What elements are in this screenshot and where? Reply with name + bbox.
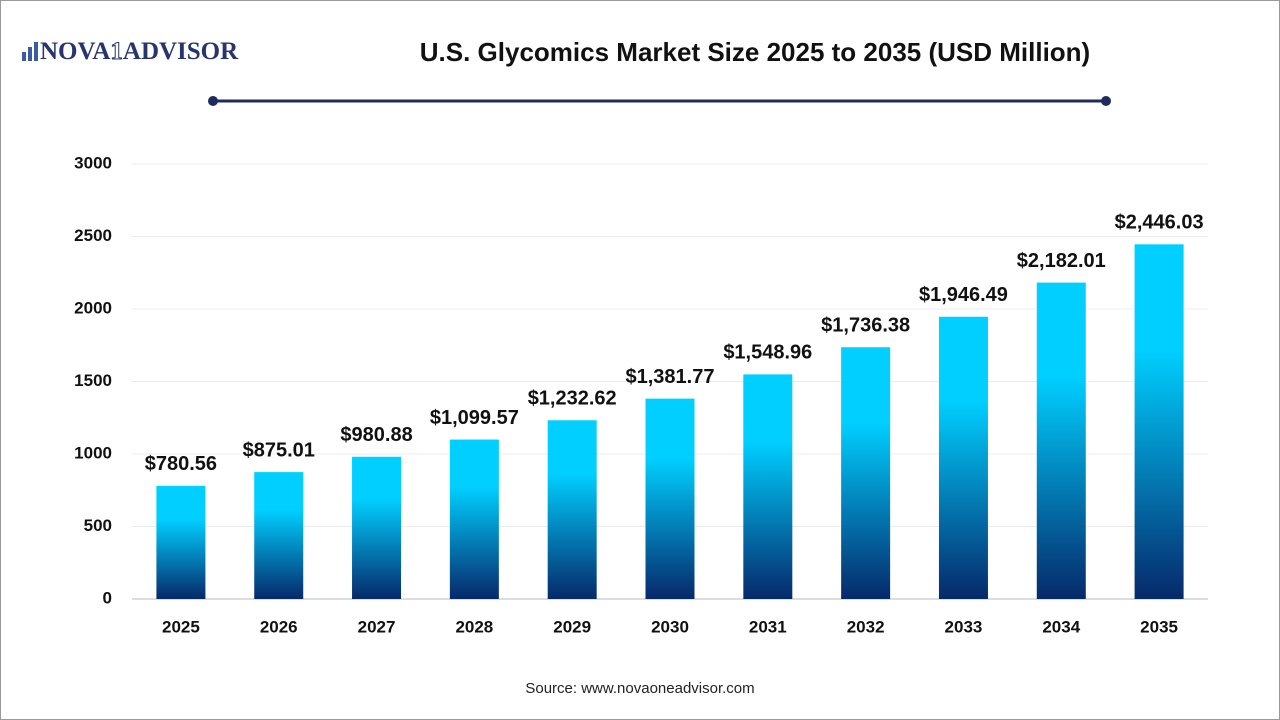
- x-tick-label: 2032: [847, 617, 885, 636]
- bar: [156, 485, 206, 599]
- value-label: $2,182.01: [1017, 250, 1106, 272]
- y-tick-label: 2000: [74, 298, 112, 317]
- value-label: $1,736.38: [821, 315, 910, 337]
- x-tick-label: 2028: [455, 617, 493, 636]
- bar: [938, 316, 988, 599]
- value-label: $980.88: [340, 424, 412, 446]
- logo-text: NOVA1ADVISOR: [40, 38, 239, 65]
- value-label: $780.56: [145, 453, 217, 475]
- value-label: $1,099.57: [430, 407, 519, 429]
- x-tick-label: 2030: [651, 617, 689, 636]
- logo: NOVA1ADVISOR: [22, 37, 239, 65]
- value-label: $1,548.96: [723, 342, 812, 364]
- rule-dot: [1101, 96, 1111, 106]
- x-tick-label: 2031: [749, 617, 787, 636]
- logo-icon: [22, 52, 26, 61]
- bar: [743, 374, 793, 599]
- x-tick-label: 2035: [1140, 617, 1178, 636]
- x-tick-label: 2029: [553, 617, 591, 636]
- y-tick-label: 1000: [74, 443, 112, 462]
- bar: [352, 456, 402, 599]
- bar: [645, 398, 695, 599]
- value-label: $1,946.49: [919, 284, 1008, 306]
- y-tick-label: 3000: [74, 153, 112, 172]
- logo-icon: [28, 47, 32, 61]
- rule-dot: [208, 96, 218, 106]
- value-label: $1,381.77: [626, 366, 715, 388]
- bar: [1036, 282, 1086, 599]
- logo-left: NOVA: [40, 38, 110, 65]
- value-label: $875.01: [243, 439, 315, 461]
- logo-icon: [34, 42, 38, 61]
- bar: [841, 347, 891, 599]
- chart-title: U.S. Glycomics Market Size 2025 to 2035 …: [420, 37, 1090, 67]
- bar: [254, 472, 304, 599]
- y-tick-label: 500: [84, 516, 112, 535]
- y-tick-label: 2500: [74, 226, 112, 245]
- x-tick-label: 2027: [358, 617, 396, 636]
- bar: [547, 420, 597, 599]
- x-tick-label: 2033: [945, 617, 983, 636]
- y-tick-label: 0: [103, 588, 112, 607]
- y-tick-label: 1500: [74, 371, 112, 390]
- logo-right: ADVISOR: [123, 38, 239, 65]
- source: Source: www.novaoneadvisor.com: [525, 680, 754, 697]
- x-tick-label: 2034: [1042, 617, 1080, 636]
- bar: [1134, 244, 1184, 599]
- logo-mark: 1: [110, 38, 123, 65]
- value-label: $1,232.62: [528, 388, 617, 410]
- x-tick-label: 2025: [162, 617, 200, 636]
- bar: [449, 439, 499, 599]
- x-tick-label: 2026: [260, 617, 298, 636]
- value-label: $2,446.03: [1115, 212, 1204, 234]
